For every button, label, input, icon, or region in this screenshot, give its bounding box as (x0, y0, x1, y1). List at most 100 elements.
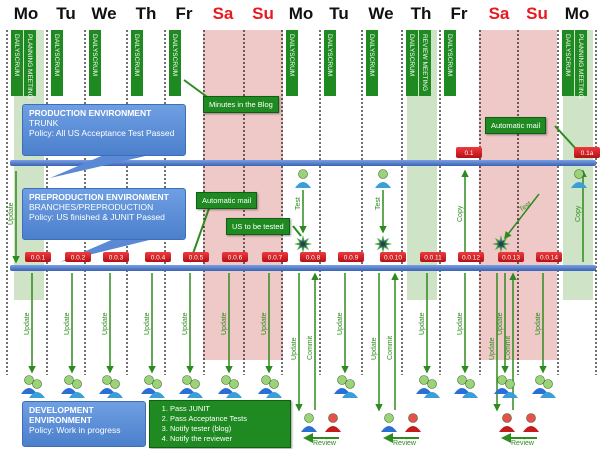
developer-icon (334, 375, 350, 394)
update-label: Update (8, 202, 15, 225)
developer-icon (69, 379, 85, 398)
update-label: Update (419, 312, 426, 335)
developer-icon (454, 375, 470, 394)
meeting-label: DAILYSCRUM (91, 34, 98, 76)
production-branch-line (10, 160, 596, 166)
version-tag (458, 252, 484, 262)
preproduction-env-policy: Policy: US finished & JUNIT Passed (29, 212, 165, 222)
version-tag (183, 252, 209, 262)
us-to-be-tested-note: US to be tested (226, 218, 290, 235)
reviewer-icon (405, 413, 421, 432)
meeting-label: DAILYSCRUM (13, 34, 20, 76)
bug-star-icon (492, 235, 510, 253)
checklist-item: Pass Acceptance Tests (170, 414, 284, 424)
update-label: Update (337, 312, 344, 335)
version-tag (222, 252, 248, 262)
checklist-item: Notify the reviewer (170, 434, 284, 444)
note-pointer (554, 125, 578, 151)
version-tag (420, 252, 446, 262)
meeting-label: DAILYSCRUM (288, 34, 295, 76)
test-label: Test (295, 197, 302, 210)
update-label: Update (371, 337, 378, 360)
test-arrow (504, 193, 540, 240)
meeting-label: DAILYSCRUM (53, 34, 60, 76)
meeting-label: DAILYSCRUM (446, 34, 453, 76)
automatic-mail-note-production: Automatic mail (485, 117, 547, 134)
version-tag-label: 0.0.4 (151, 255, 166, 262)
developer-icon (61, 375, 77, 394)
development-env-box: DEVELOPMENT ENVIRONMENT Policy: Work in … (22, 401, 146, 447)
version-tag-label: 0.0.13 (502, 255, 520, 262)
checklist-note: Pass JUNIT Pass Acceptance Tests Notify … (149, 400, 291, 448)
update-label: Update (144, 312, 151, 335)
test-label: Test (375, 197, 382, 210)
meeting-card (444, 30, 456, 96)
production-env-branch: TRUNK (29, 118, 59, 128)
meeting-label: DAILYSCRUM (564, 34, 571, 76)
developer-icon (226, 379, 242, 398)
developer-icon (99, 375, 115, 394)
day-label: Su (526, 4, 548, 23)
day-label: We (91, 4, 117, 23)
tester-icon (375, 169, 391, 188)
developer-icon (462, 379, 478, 398)
day-label: Th (410, 4, 432, 23)
checklist-item: Notify tester (blog) (170, 424, 284, 434)
meeting-card (24, 30, 36, 96)
update-label: Update (221, 312, 228, 335)
meeting-card (366, 30, 378, 96)
version-tag-label: 0.0.8 (306, 255, 321, 262)
version-tag (103, 252, 129, 262)
minutes-blog-note: Minutes in the Blog (203, 96, 279, 113)
production-tag (456, 147, 482, 158)
developer-icon (149, 379, 165, 398)
production-tag-label: 0.1 (464, 150, 473, 157)
preproduction-env-branch: BRANCHES/PREPRODUCTION (29, 202, 154, 212)
reviewer-icon (523, 413, 539, 432)
developer-icon (301, 413, 317, 432)
commit-label: Commit (505, 336, 512, 360)
commit-label: Commit (387, 336, 394, 360)
development-env-title: DEVELOPMENT ENVIRONMENT (29, 405, 94, 425)
preproduction-branch-line (10, 265, 596, 271)
day-label: Th (135, 4, 157, 23)
meeting-label: DAILYSCRUM (408, 34, 415, 76)
copy-label: Copy (575, 205, 582, 222)
day-label: Fr (175, 4, 193, 23)
update-label: Update (457, 312, 464, 335)
production-tag-label: 0.1a (581, 150, 594, 157)
version-tag-label: 0.0.14 (540, 255, 558, 262)
version-tag-label: 0.0.11 (424, 255, 442, 262)
tester-icon (571, 169, 587, 188)
review-label: Review (511, 440, 535, 447)
developer-icon (416, 375, 432, 394)
developer-icon (107, 379, 123, 398)
developer-icon (21, 375, 37, 394)
meeting-label: DAILYSCRUM (368, 34, 375, 76)
developer-icon (266, 379, 282, 398)
meeting-card (89, 30, 101, 96)
developer-icon (187, 379, 203, 398)
preproduction-env-title: PREPRODUCTION ENVIRONMENT (29, 192, 169, 202)
copy-label: Copy (457, 205, 464, 222)
checklist-item: Pass JUNIT (170, 404, 284, 414)
meeting-card (11, 30, 23, 96)
preproduction-env-box: PREPRODUCTION ENVIRONMENT BRANCHES/PREPR… (22, 188, 186, 240)
update-label: Update (102, 312, 109, 335)
meeting-card (406, 30, 418, 96)
production-env-box: PRODUCTION ENVIRONMENT TRUNK Policy: All… (22, 104, 186, 156)
developer-icon (218, 375, 234, 394)
review-label: Review (393, 440, 417, 447)
development-env-policy: Policy: Work in progress (29, 425, 121, 435)
update-label: Update (489, 337, 496, 360)
production-tag (574, 147, 600, 158)
version-tag (65, 252, 91, 262)
day-label: Mo (13, 4, 39, 23)
update-label: Update (497, 312, 504, 335)
review-label: Review (313, 440, 337, 447)
production-env-policy: Policy: All US Acceptance Test Passed (29, 128, 175, 138)
tester-icon (295, 169, 311, 188)
day-label: Sa (212, 4, 234, 23)
meeting-label: DAILYSCRUM (133, 34, 140, 76)
version-tag-label: 0.0.2 (71, 255, 86, 262)
